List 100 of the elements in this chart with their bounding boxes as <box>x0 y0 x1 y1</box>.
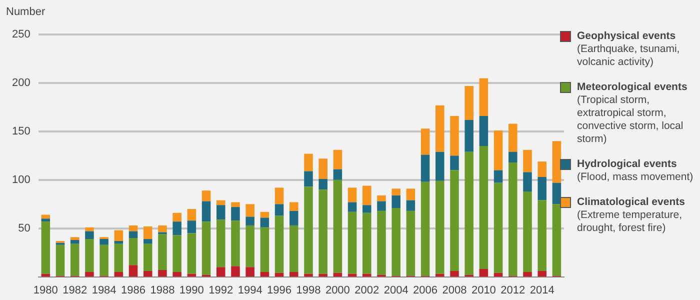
bar <box>406 210 416 276</box>
bar <box>464 152 474 275</box>
bar <box>420 182 430 276</box>
bar <box>85 227 94 232</box>
bar <box>187 220 196 234</box>
bar <box>143 244 152 271</box>
bar <box>70 237 80 240</box>
bar <box>464 86 474 120</box>
bar <box>450 270 459 277</box>
bar <box>508 152 518 162</box>
y-tick-label: 50 <box>18 222 30 234</box>
bar <box>246 204 254 217</box>
bar <box>158 225 167 232</box>
bar <box>523 272 532 277</box>
bar <box>377 195 386 202</box>
bar <box>348 188 357 202</box>
bar <box>538 200 546 271</box>
bar <box>552 204 562 276</box>
x-tick-label: 2002 <box>354 284 380 296</box>
bar <box>436 152 444 181</box>
bar <box>158 270 167 277</box>
x-tick-label: 1996 <box>267 284 292 296</box>
bar <box>85 239 94 272</box>
bar <box>420 154 430 182</box>
bar <box>494 130 503 170</box>
x-tick-label: 1980 <box>33 284 58 296</box>
bar <box>128 231 138 238</box>
bar <box>231 207 240 221</box>
x-tick-label: 1990 <box>179 284 204 296</box>
bar <box>114 230 124 241</box>
bar <box>100 239 108 245</box>
bar <box>274 216 284 273</box>
x-tick-label: 1986 <box>121 284 146 296</box>
x-tick-label: 1994 <box>238 284 262 296</box>
x-tick-label: 2012 <box>500 284 526 296</box>
bar <box>56 244 65 276</box>
x-tick-label: 2014 <box>530 284 554 296</box>
bar <box>508 124 518 152</box>
bar <box>333 180 342 273</box>
x-tick-label: 2010 <box>471 284 496 296</box>
bar <box>348 202 357 212</box>
bar <box>202 190 211 202</box>
bar <box>392 208 400 276</box>
bar <box>274 204 284 216</box>
bar <box>289 210 298 226</box>
bar <box>114 240 124 244</box>
y-tick-label: 100 <box>12 174 30 186</box>
bar <box>187 233 196 274</box>
bar <box>246 267 254 277</box>
bar <box>216 200 226 206</box>
bar <box>464 120 474 152</box>
bar <box>216 267 226 277</box>
bar <box>450 170 459 271</box>
bar <box>318 178 328 190</box>
bar <box>70 240 80 244</box>
bar <box>260 272 270 277</box>
bar <box>304 171 313 187</box>
y-tick-label: 200 <box>12 77 30 90</box>
x-tick-label: 1984 <box>92 284 116 296</box>
bar <box>172 212 182 222</box>
legend-label: Geophysical events (Earthquake, tsunami, volcanic activity) <box>577 30 681 69</box>
x-tick-label: 2000 <box>325 284 350 296</box>
bar <box>494 182 503 273</box>
bar <box>479 269 488 277</box>
bar <box>128 238 138 266</box>
bar <box>479 78 488 116</box>
bar <box>494 170 503 183</box>
bar <box>538 162 546 178</box>
bar <box>479 116 488 146</box>
bar <box>143 226 152 240</box>
bar <box>128 265 138 277</box>
bar <box>216 205 226 220</box>
bar <box>538 270 546 277</box>
bar <box>348 212 357 274</box>
bar <box>318 190 328 274</box>
bar <box>114 244 124 272</box>
bar <box>538 177 546 200</box>
bar <box>362 186 372 206</box>
bar <box>508 162 518 276</box>
bar <box>304 186 313 274</box>
bar <box>392 195 400 208</box>
bar <box>231 220 240 266</box>
bar <box>377 201 386 211</box>
bar <box>172 222 182 236</box>
bar <box>523 150 532 172</box>
bar <box>362 212 372 274</box>
bar <box>172 272 182 277</box>
x-tick-label: 1992 <box>208 284 234 296</box>
bar <box>143 270 152 277</box>
bar <box>41 218 50 222</box>
x-tick-label: 2008 <box>442 284 467 296</box>
bar <box>216 220 226 268</box>
bar <box>289 202 298 211</box>
x-tick-label: 2006 <box>413 284 438 296</box>
bar <box>436 105 444 152</box>
y-axis-title: Number <box>6 6 46 18</box>
x-tick-label: 1988 <box>150 284 175 296</box>
bar <box>128 225 138 232</box>
bar <box>231 266 240 277</box>
bar <box>450 156 459 170</box>
